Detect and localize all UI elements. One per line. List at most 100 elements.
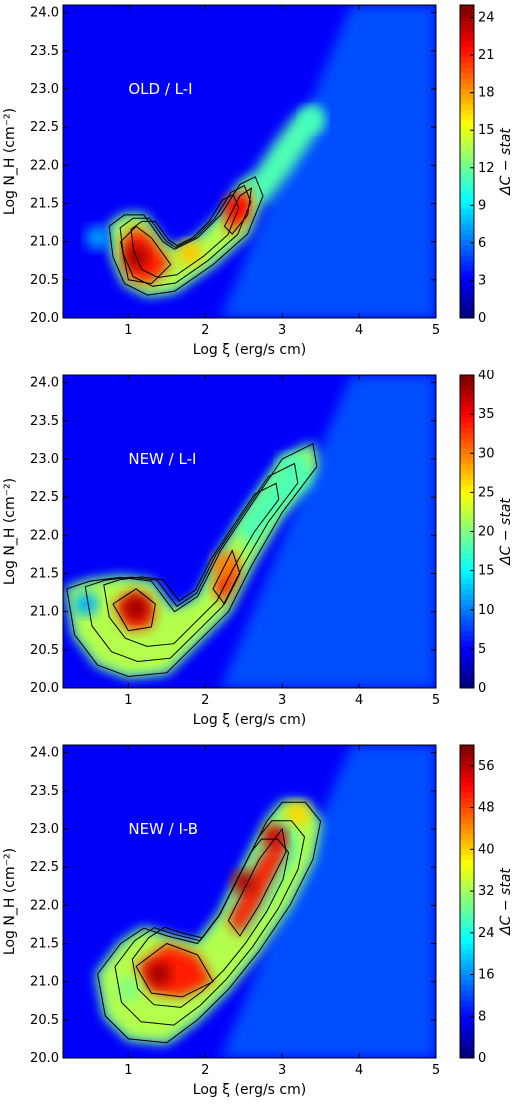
heatmap-panel-new-li: NEW / L-I 1 2 3 4 5 20.0 20.5 21.0 21.5 22.0 22.5 23… [0,370,520,740]
colorbar-segment [460,755,474,762]
colorbar-segment [460,552,474,559]
colorbar-segment [460,536,474,543]
colorbar-segment [460,1042,474,1049]
y-tick-label: 20.0 [30,1051,59,1066]
colorbar: 0 8 16 24 32 40 48 56 [459,744,495,1066]
colorbar-segment [460,442,474,449]
colorbar-segment [460,93,474,100]
colorbar-segment [460,395,474,402]
colorbar-segment [460,964,474,970]
heatmap-core [228,829,286,936]
colorbar-segment [460,432,474,439]
heatmap-field [63,745,436,1058]
colorbar-segment [460,67,474,74]
heatmap-peak [147,962,172,987]
colorbar-segment [460,302,474,309]
colorbar-segment [460,489,474,496]
heatmap-peak [231,870,256,895]
colorbar-segment [460,239,474,246]
colorbar-segment [460,218,474,225]
y-tick-label: 22.5 [30,860,59,875]
heatmap-field [63,5,436,318]
colorbar-segment [460,661,474,668]
colorbar-segment [460,854,474,861]
colorbar-segment [460,265,474,272]
colorbar-segment [460,1052,474,1059]
colorbar-segment [460,151,474,157]
colorbar-segment [460,938,474,944]
colorbar: 0 5 10 15 20 25 30 35 40 [459,370,495,696]
x-tick-label: 1 [124,693,132,708]
colorbar-segment [460,119,474,126]
colorbar-segment [460,114,474,121]
colorbar-segment [460,1026,474,1033]
colorbar-segment [460,932,474,939]
colorbar-tick-label: 56 [478,759,495,774]
x-tick-label: 4 [355,323,363,338]
colorbar-segment [460,385,474,392]
colorbar-segment [460,416,474,423]
heatmap-peak [300,107,325,132]
colorbar-segment [460,578,474,585]
y-tick-label: 20.0 [30,681,59,696]
colorbar-segment [460,78,474,84]
y-tick-label: 24.0 [30,746,59,761]
colorbar-segment [460,979,474,986]
y-tick-label: 21.5 [30,196,59,211]
colorbar-tick-label: 5 [478,642,486,657]
y-tick-label: 22.0 [30,528,59,543]
y-axis-label: Log N_H (cm⁻²) [2,108,18,215]
contour-line [223,187,253,235]
colorbar-segment [460,786,474,793]
colorbar-segment [460,521,474,527]
x-tick-label: 2 [201,323,209,338]
colorbar-segment [460,838,474,845]
colorbar-segment [460,870,474,876]
colorbar-segment [460,599,474,606]
colorbar-segment [460,187,474,194]
colorbar-segment [460,911,474,918]
colorbar-tick-label: 35 [478,407,495,422]
heatmap-diagonal-region [220,375,436,688]
y-axis-label: Log N_H (cm⁻²) [2,848,18,955]
y-tick-label: 21.0 [30,605,59,620]
heatmap-panel-old-li: OLD / L-I 1 2 3 4 5 20.0 20.5 21.0 21.5 22.0 22.5 23… [0,0,520,370]
colorbar-segment [460,797,474,803]
colorbar-tick-label: 40 [478,842,495,857]
colorbar-segment [460,98,474,105]
colorbar-segment [460,651,474,658]
colorbar-tick-label: 21 [478,48,495,63]
colorbar-segment [460,437,474,444]
colorbar-segment [460,62,474,69]
colorbar-segment [460,505,474,512]
colorbar-segment [460,891,474,897]
colorbar-frame [459,4,475,319]
colorbar-segment [460,234,474,241]
colorbar-segment [460,594,474,600]
colorbar-segment [460,135,474,142]
heatmap-peak [224,195,249,220]
contour-line [108,176,264,296]
colorbar-segment [460,765,474,772]
y-tick-label: 23.0 [30,452,59,467]
y-tick-label: 23.5 [30,44,59,59]
heatmap-peak [177,241,202,266]
colorbar-segment [460,864,474,871]
colorbar-segment [460,484,474,491]
x-tick-label: 2 [201,693,209,708]
panel-label: OLD / L-I [128,80,192,98]
colorbar-segment [460,448,474,454]
colorbar-segment [460,421,474,428]
colorbar-segment [460,458,474,465]
y-tick-label: 20.5 [30,1013,59,1028]
colorbar-segment [460,583,474,590]
y-tick-label: 24.0 [30,6,59,21]
y-tick-label: 23.5 [30,784,59,799]
colorbar-segment [460,1016,474,1022]
colorbar-segment [460,573,474,579]
colorbar-segment [460,192,474,199]
colorbar-segment [460,849,474,856]
contour-line [130,194,240,279]
colorbar-segment [460,427,474,433]
colorbar-segment [460,401,474,407]
